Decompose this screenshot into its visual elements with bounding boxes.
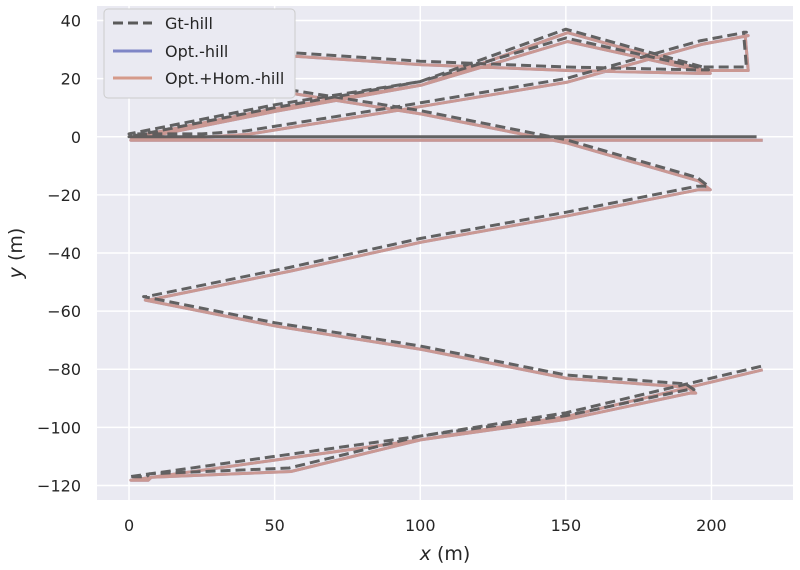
y-tick-label: 20 — [61, 70, 81, 89]
legend-label-opt: Opt.-hill — [165, 42, 228, 61]
x-tick-label: 150 — [551, 516, 582, 535]
x-tick-label: 100 — [405, 516, 436, 535]
legend-label-hom: Opt.+Hom.-hill — [165, 69, 284, 88]
x-tick-label: 50 — [264, 516, 284, 535]
tick-labels: 0 50 100 150 200 −120 −100 −80 −60 −40 −20 0 20 40 — [37, 12, 727, 535]
y-tick-label: −120 — [37, 476, 81, 495]
y-axis-label: y (m) — [5, 228, 27, 280]
x-tick-label: 0 — [124, 516, 134, 535]
y-tick-label: −20 — [47, 186, 81, 205]
y-tick-label: 40 — [61, 12, 81, 31]
series-layer — [127, 27, 764, 482]
x-axis-label: x (m) — [419, 543, 471, 565]
y-tick-label: 0 — [71, 128, 81, 147]
y-tick-label: −40 — [47, 244, 81, 263]
y-tick-label: −60 — [47, 302, 81, 321]
legend-label-gt: Gt-hill — [165, 14, 213, 33]
legend-box — [103, 8, 296, 99]
y-tick-label: −100 — [37, 418, 81, 437]
y-tick-label: −80 — [47, 360, 81, 379]
x-tick-label: 200 — [696, 516, 727, 535]
legend: Gt-hill Opt.-hill Opt.+Hom.-hill — [103, 8, 296, 99]
series-line-gt — [127, 27, 762, 479]
series-line-hom — [129, 31, 764, 482]
